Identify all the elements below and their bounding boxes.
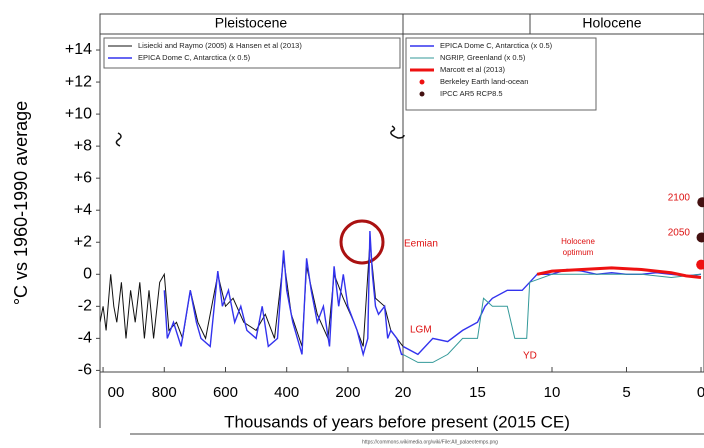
break-symbol	[115, 132, 122, 147]
annotation: LGM	[410, 325, 432, 336]
legend-box	[405, 37, 597, 111]
x-tick-label: 20	[395, 384, 412, 401]
y-tick-label: +10	[65, 105, 92, 122]
plot-frame	[99, 13, 704, 373]
y-tick-label: +2	[74, 233, 92, 250]
data-point	[696, 232, 704, 243]
y-tick-label: 0	[83, 266, 92, 283]
legend-label: EPICA Dome C, Antarctica (x 0.5)	[440, 41, 553, 50]
x-tick-label: 5	[622, 384, 630, 401]
legend-label: NGRIP, Greenland (x 0.5)	[440, 53, 526, 62]
x-tick-label: 00	[108, 384, 125, 401]
x-tick-label: 0	[697, 384, 704, 401]
annotation: 2050	[668, 228, 691, 239]
x-tick-label: 600	[213, 384, 238, 401]
legend-label: Lisiecki and Raymo (2005) & Hansen et al…	[138, 41, 302, 50]
data-line	[403, 268, 702, 356]
x-tick-label: 800	[152, 384, 177, 401]
annotation: YD	[523, 351, 537, 362]
annotation: Holocene	[561, 237, 595, 246]
legend-swatch	[419, 79, 425, 85]
break-symbol	[390, 125, 405, 139]
data-line	[403, 273, 702, 363]
y-tick-label: +12	[65, 73, 92, 90]
data-line	[536, 266, 702, 279]
y-tick-label: +14	[65, 41, 92, 58]
x-tick-label: 400	[274, 384, 299, 401]
legend-label: Berkeley Earth land-ocean	[440, 77, 528, 86]
y-tick-label: +6	[74, 169, 92, 186]
legend-label: IPCC AR5 RCP8.5	[440, 89, 503, 98]
panel-title: Pleistocene	[215, 15, 288, 31]
panel-title: Holocene	[582, 15, 641, 31]
plot-area	[100, 230, 403, 358]
x-tick-label: 15	[469, 384, 486, 401]
x-tick-label: 200	[335, 384, 360, 401]
y-tick-label: -6	[78, 362, 92, 379]
legend-label: EPICA Dome C, Antarctica (x 0.5)	[138, 53, 251, 62]
data-point	[696, 259, 704, 270]
data-line	[163, 230, 403, 358]
x-axis-title: Thousands of years before present (2015 …	[224, 412, 570, 431]
y-tick-label: -4	[78, 330, 92, 347]
legend-swatch	[419, 91, 425, 97]
y-tick-label: -2	[78, 298, 92, 315]
legend-box	[103, 37, 401, 69]
x-tick-label: 10	[544, 384, 561, 401]
source-url: https://commons.wikimedia.org/wiki/File:…	[362, 439, 498, 445]
plot-area	[403, 197, 704, 363]
annotation: optimum	[563, 248, 594, 257]
data-point	[697, 197, 704, 208]
annotation: 2100	[668, 193, 691, 204]
y-tick-label: +4	[74, 201, 92, 218]
y-axis-title: °C vs 1960-1990 average	[11, 101, 31, 305]
legend-label: Marcott et al (2013)	[440, 65, 506, 74]
y-tick-label: +8	[74, 137, 92, 154]
highlight-circle	[339, 219, 385, 265]
annotation: Eemian	[404, 239, 438, 250]
